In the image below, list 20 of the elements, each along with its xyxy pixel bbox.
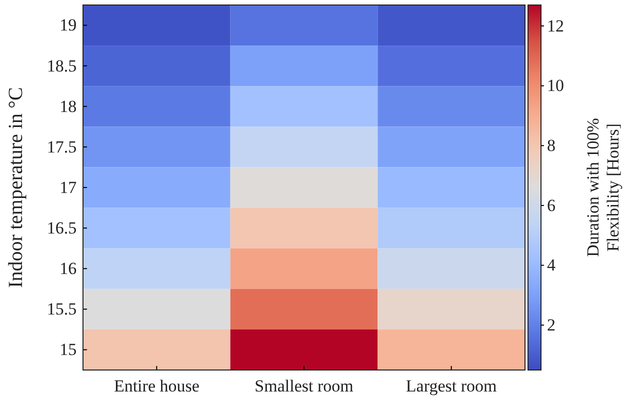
y-tick-label: 18.5 xyxy=(46,56,77,76)
x-tick-label: Largest room xyxy=(406,376,497,396)
color-bar-label: 6 xyxy=(547,196,556,215)
y-tick-label: 17 xyxy=(60,178,78,197)
y-tick-label: 15 xyxy=(60,340,77,360)
x-tick-label: Entire house xyxy=(114,376,200,396)
color-bar-label: 8 xyxy=(547,136,556,156)
color-bar-label: 10 xyxy=(547,76,564,96)
x-tick-label: Smallest room xyxy=(254,376,354,396)
y-tick-label: 15.5 xyxy=(46,300,77,319)
y-tick-label: 16.5 xyxy=(46,218,77,238)
color-bar-label: 4 xyxy=(547,256,556,275)
y-tick-label: 16 xyxy=(60,259,77,278)
y-tick-label: 18 xyxy=(60,96,77,116)
y-tick-label: 17.5 xyxy=(46,137,77,156)
y-axis-title: Indoor temperature in °C xyxy=(5,87,27,288)
color-bar-label: 12 xyxy=(547,16,564,36)
color-bar-title: Duration with 100% Flexibility [Hours] xyxy=(583,118,623,257)
color-bar-label: 2 xyxy=(547,316,556,335)
y-tick-label: 19 xyxy=(60,16,77,35)
